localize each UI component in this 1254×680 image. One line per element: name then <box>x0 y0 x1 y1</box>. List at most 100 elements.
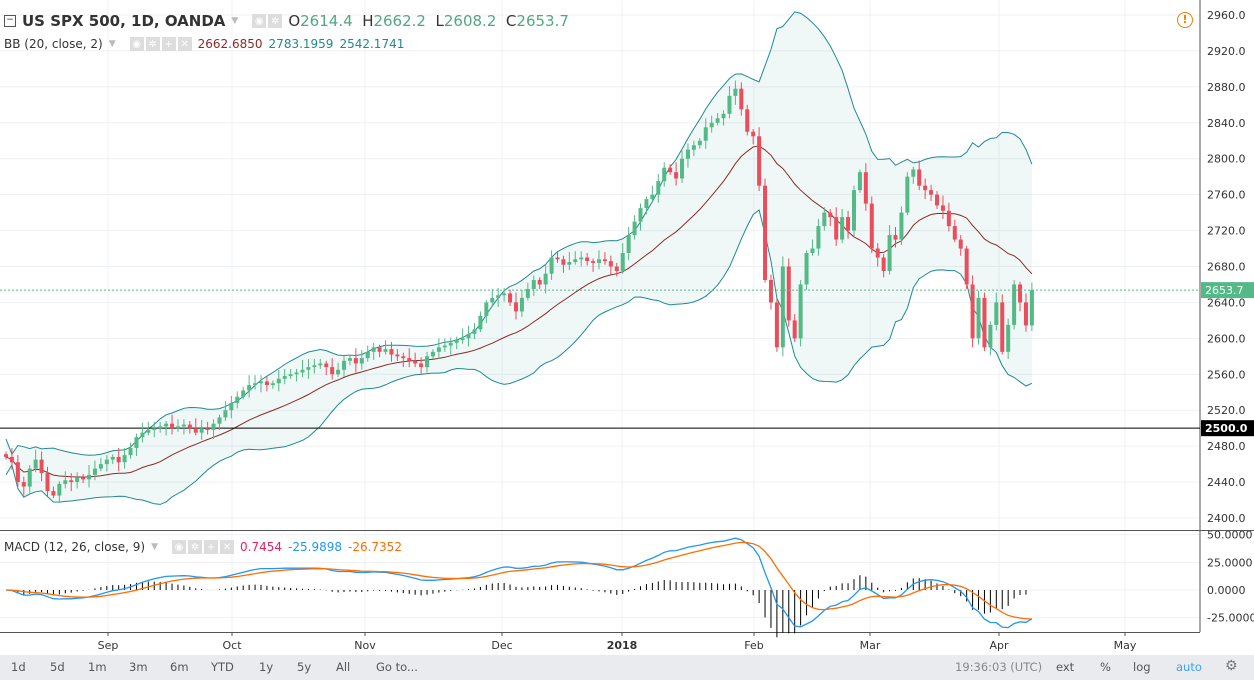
macd-tick-label: 25.0000 <box>1207 556 1253 569</box>
candle <box>69 473 74 492</box>
candle <box>768 274 773 310</box>
candle <box>846 210 851 239</box>
candle-body <box>899 212 904 240</box>
chevron-down-icon[interactable]: ▼ <box>108 39 116 49</box>
time-tick-label: Dec <box>491 639 512 652</box>
range-ytd[interactable]: YTD <box>211 660 234 674</box>
candle-body <box>51 491 56 496</box>
candle-body <box>448 342 453 346</box>
candle <box>193 418 198 436</box>
candle <box>525 282 530 301</box>
candle-body <box>863 172 868 204</box>
candle-body <box>958 239 963 249</box>
candle-body <box>982 297 987 348</box>
candle <box>98 457 103 472</box>
range-1y[interactable]: 1y <box>259 660 274 674</box>
range-3m[interactable]: 3m <box>129 660 148 674</box>
last-price-label: 2653.7 <box>1205 284 1244 297</box>
gear-icon[interactable]: ✲ <box>145 37 160 51</box>
candle <box>549 250 554 280</box>
candle-body <box>81 477 86 480</box>
close-icon[interactable]: ✕ <box>177 37 192 51</box>
chevron-down-icon[interactable]: ▼ <box>231 16 239 26</box>
candle <box>1018 281 1023 312</box>
candle <box>436 338 441 360</box>
range-5y[interactable]: 5y <box>297 660 312 674</box>
price-tick-label: 2720.0 <box>1207 225 1246 238</box>
range-5d[interactable]: 5d <box>50 660 65 674</box>
eye-icon[interactable]: ◉ <box>252 14 267 28</box>
candle-body <box>573 259 578 263</box>
candle-body <box>674 172 679 179</box>
candle-body <box>1018 284 1023 303</box>
candle-body <box>442 345 447 348</box>
chevron-down-icon[interactable]: ▼ <box>151 542 159 552</box>
candle <box>419 357 424 376</box>
candle-body <box>632 221 637 236</box>
candle-body <box>917 169 922 186</box>
candle-body <box>75 477 80 483</box>
candle <box>620 243 625 274</box>
range-6m[interactable]: 6m <box>170 660 189 674</box>
goto-button[interactable]: Go to... <box>376 660 418 674</box>
gear-icon[interactable]: ✲ <box>268 14 283 28</box>
auto-toggle[interactable]: auto <box>1176 660 1202 674</box>
bb-label[interactable]: BB (20, close, 2) <box>4 37 103 51</box>
plus-icon[interactable]: + <box>161 37 176 51</box>
candle-body <box>152 428 157 430</box>
macd-label[interactable]: MACD (12, 26, close, 9) <box>4 540 146 554</box>
candle-body <box>727 95 732 114</box>
candle <box>727 85 732 119</box>
candle <box>175 419 180 432</box>
candle <box>958 235 963 256</box>
percent-toggle[interactable]: % <box>1100 660 1111 674</box>
candle <box>164 420 169 436</box>
candle-body <box>241 390 246 397</box>
candle <box>460 328 465 344</box>
candle <box>217 414 222 430</box>
candle <box>300 359 305 377</box>
symbol-title[interactable]: US SPX 500, 1D, OANDA <box>22 12 226 30</box>
candle-body <box>300 369 305 373</box>
candle-body <box>502 293 507 296</box>
candle-body <box>923 185 928 191</box>
candle-body <box>691 145 696 150</box>
gear-icon[interactable]: ⚙ <box>1225 658 1238 674</box>
range-all[interactable]: All <box>336 660 351 674</box>
eye-icon[interactable]: ◉ <box>172 540 187 554</box>
candle-body <box>134 437 139 448</box>
range-1d[interactable]: 1d <box>11 660 26 674</box>
macd-tick-label: 0.0000 <box>1207 584 1246 597</box>
candle <box>1000 294 1005 355</box>
candle-body <box>217 417 222 424</box>
candle-body <box>840 217 845 240</box>
chart-canvas[interactable]: 2960.0 2920.0 2880.0 2840.0 2800.0 2760.0 2720… <box>0 0 1254 655</box>
candle-body <box>608 261 613 267</box>
candle <box>869 196 874 254</box>
candle-body <box>365 351 370 359</box>
candle-body <box>39 459 44 474</box>
price-tick-label: 2760.0 <box>1207 189 1246 202</box>
candle <box>632 215 637 240</box>
plus-icon[interactable]: + <box>204 540 219 554</box>
gear-icon[interactable]: ✲ <box>188 540 203 554</box>
candle <box>282 368 287 385</box>
candle-body <box>92 468 97 475</box>
candle-body <box>223 410 228 418</box>
macd-hist-value: 0.7454 <box>240 540 283 554</box>
log-toggle[interactable]: log <box>1133 660 1151 674</box>
candle-body <box>27 468 32 487</box>
candle-body <box>626 235 631 254</box>
candle <box>9 447 14 470</box>
collapse-icon[interactable]: − <box>4 15 16 27</box>
candle-body <box>1023 302 1028 326</box>
alert-icon[interactable]: ! <box>1177 12 1193 28</box>
candle <box>181 419 186 435</box>
eye-icon[interactable]: ◉ <box>129 37 144 51</box>
ext-toggle[interactable]: ext <box>1056 660 1075 674</box>
candle <box>881 253 886 278</box>
close-icon[interactable]: ✕ <box>220 540 235 554</box>
range-1m[interactable]: 1m <box>88 660 107 674</box>
candle-body <box>63 480 68 484</box>
candle <box>81 473 86 483</box>
